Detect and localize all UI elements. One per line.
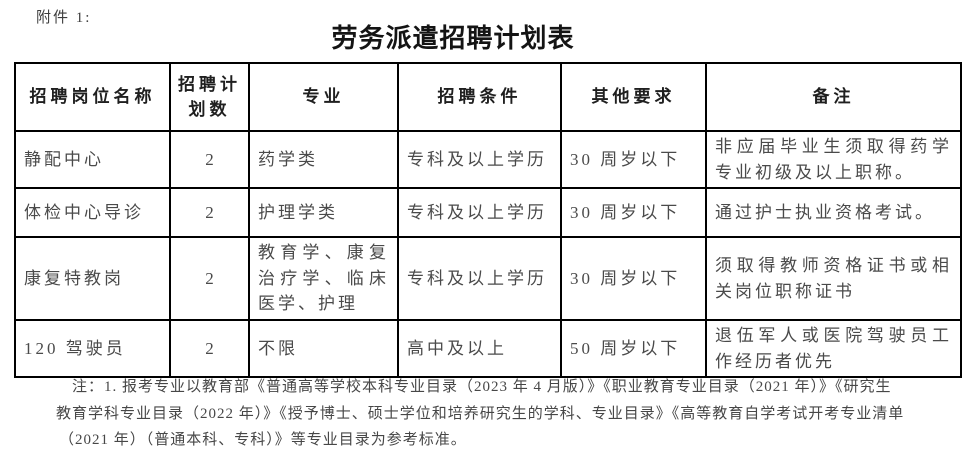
table-row: 静配中心 2 药学类 专科及以上学历 30 周岁以下 非应届毕业生须取得药学专业… bbox=[14, 130, 962, 189]
cell-remark: 退伍军人或医院驾驶员工作经历者优先 bbox=[705, 319, 962, 378]
cell-count: 2 bbox=[169, 187, 250, 238]
table-row: 120 驾驶员 2 不限 高中及以上 50 周岁以下 退伍军人或医院驾驶员工作经… bbox=[14, 319, 962, 378]
cell-position: 静配中心 bbox=[14, 130, 171, 189]
cell-other: 30 周岁以下 bbox=[560, 130, 707, 189]
cell-major: 教育学、康复治疗学、临床医学、护理 bbox=[248, 236, 399, 321]
header-major: 专业 bbox=[248, 62, 399, 132]
cell-condition: 专科及以上学历 bbox=[397, 130, 562, 189]
footnote-line: 教育学科专业目录（2022 年）》《授予博士、硕士学位和培养研究生的学科、专业目… bbox=[56, 406, 905, 422]
header-condition: 招聘条件 bbox=[397, 62, 562, 132]
attachment-label: 附件 1: bbox=[36, 10, 92, 26]
cell-other: 30 周岁以下 bbox=[560, 236, 707, 321]
table-row: 康复特教岗 2 教育学、康复治疗学、临床医学、护理 专科及以上学历 30 周岁以… bbox=[14, 236, 962, 321]
recruitment-plan-table: 招聘岗位名称 招聘计划数 专业 招聘条件 其他要求 备注 静配中心 2 药学类 … bbox=[14, 62, 962, 378]
cell-major: 不限 bbox=[248, 319, 399, 378]
cell-other: 50 周岁以下 bbox=[560, 319, 707, 378]
header-count: 招聘计划数 bbox=[169, 62, 250, 132]
cell-position: 康复特教岗 bbox=[14, 236, 171, 321]
header-position: 招聘岗位名称 bbox=[14, 62, 171, 132]
cell-condition: 专科及以上学历 bbox=[397, 236, 562, 321]
cell-condition: 专科及以上学历 bbox=[397, 187, 562, 238]
cell-count: 2 bbox=[169, 319, 250, 378]
cell-condition: 高中及以上 bbox=[397, 319, 562, 378]
cell-major: 药学类 bbox=[248, 130, 399, 189]
cell-major: 护理学类 bbox=[248, 187, 399, 238]
table-row: 体检中心导诊 2 护理学类 专科及以上学历 30 周岁以下 通过护士执业资格考试… bbox=[14, 187, 962, 238]
cell-count: 2 bbox=[169, 236, 250, 321]
footnote-line: 注：1. 报考专业以教育部《普通高等学校本科专业目录（2023 年 4 月版）》… bbox=[72, 379, 892, 395]
cell-other: 30 周岁以下 bbox=[560, 187, 707, 238]
table-header-row: 招聘岗位名称 招聘计划数 专业 招聘条件 其他要求 备注 bbox=[14, 62, 962, 132]
header-remark: 备注 bbox=[705, 62, 962, 132]
cell-remark: 非应届毕业生须取得药学专业初级及以上职称。 bbox=[705, 130, 962, 189]
header-other: 其他要求 bbox=[560, 62, 707, 132]
cell-position: 体检中心导诊 bbox=[14, 187, 171, 238]
footnote-line: （2021 年）（普通本科、专科）》等专业目录为参考标准。 bbox=[59, 432, 467, 448]
cell-count: 2 bbox=[169, 130, 250, 189]
cell-remark: 须取得教师资格证书或相关岗位职称证书 bbox=[705, 236, 962, 321]
cell-remark: 通过护士执业资格考试。 bbox=[705, 187, 962, 238]
page-title: 劳务派遣招聘计划表 bbox=[331, 24, 575, 53]
cell-position: 120 驾驶员 bbox=[14, 319, 171, 378]
